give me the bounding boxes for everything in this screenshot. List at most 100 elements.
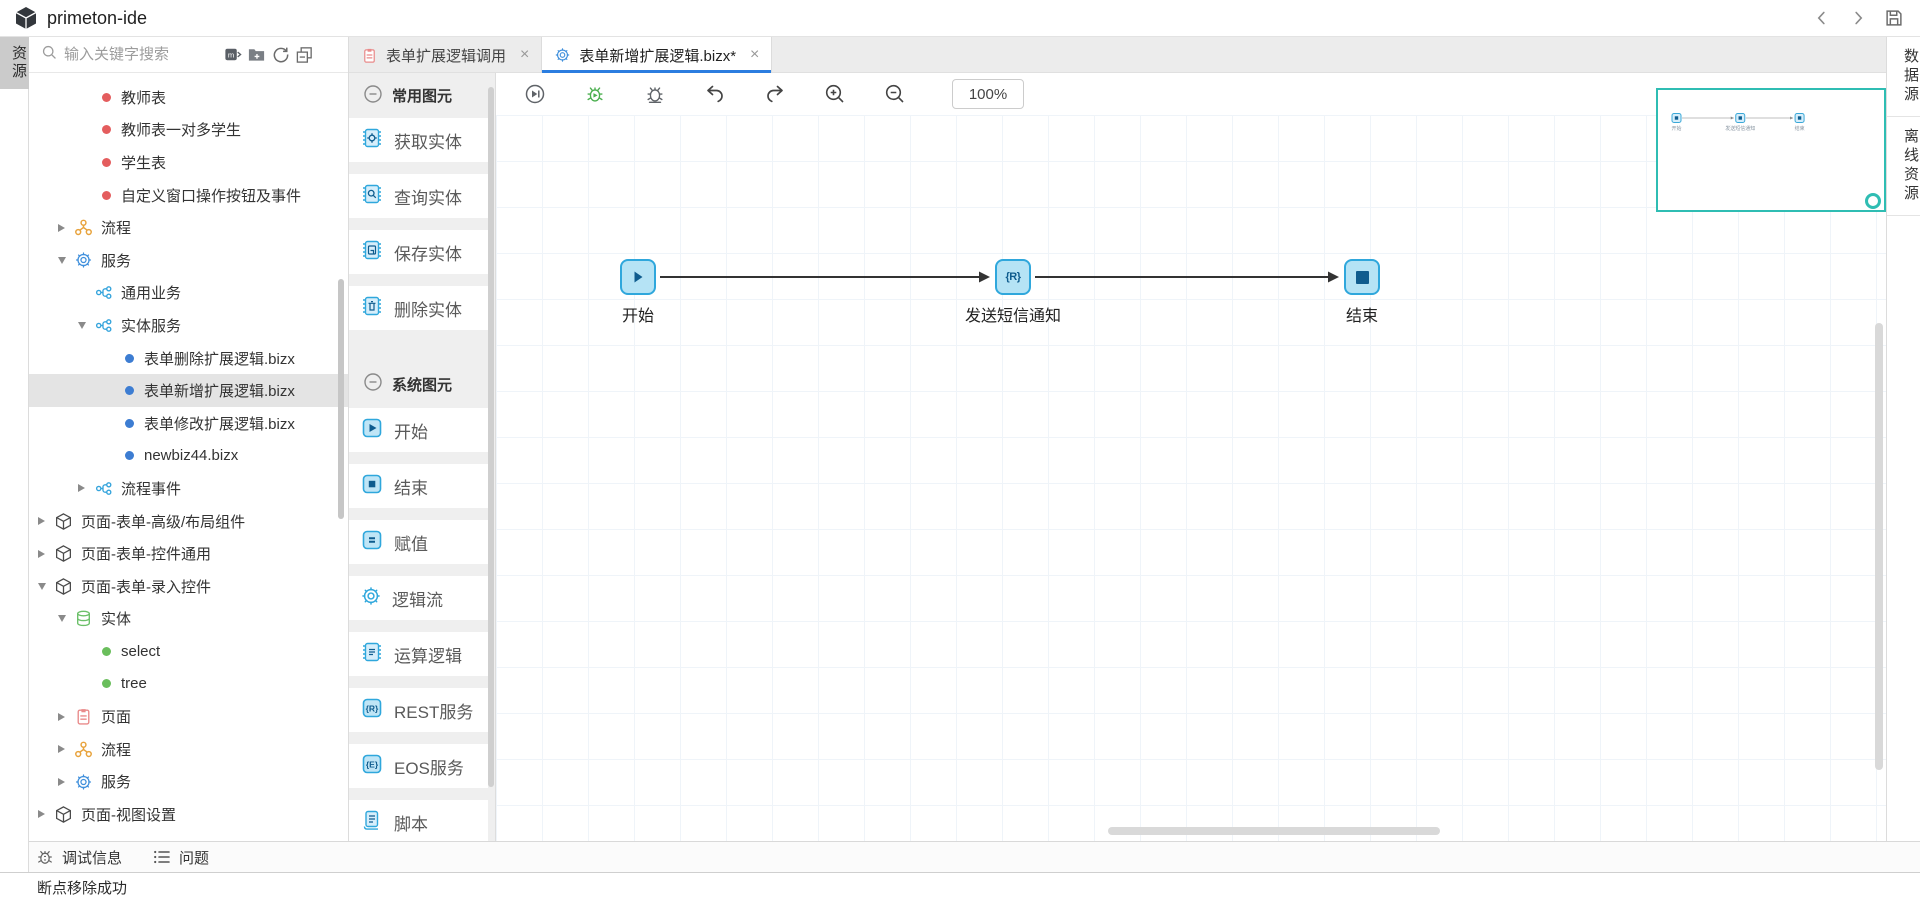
palette-item[interactable]: 获取实体: [349, 118, 488, 162]
tree-item[interactable]: 教师表一对多学生: [29, 114, 348, 147]
flow-canvas[interactable]: 开始 {R} 发送短信通知 结束: [496, 115, 1886, 841]
forward-icon[interactable]: [1846, 6, 1870, 30]
tree-item[interactable]: 流程事件: [29, 472, 348, 505]
rail-tab-offline-resources[interactable]: 离线资源: [1887, 117, 1920, 216]
palette-item-label: 结束: [394, 478, 428, 498]
search-input[interactable]: [64, 46, 223, 63]
palette-item[interactable]: 查询实体: [349, 174, 488, 218]
palette-section-header[interactable]: 系统图元: [349, 360, 495, 408]
palette-item[interactable]: 赋值: [349, 520, 488, 564]
network-icon: [94, 283, 113, 302]
flow-node-start[interactable]: [620, 259, 656, 295]
flow-node-rest[interactable]: {R}: [995, 259, 1031, 295]
tree-expand-arrow[interactable]: [38, 517, 54, 526]
tree-item[interactable]: 页面-视图设置: [29, 798, 348, 831]
tree-expand-arrow[interactable]: [58, 777, 74, 786]
chip-calc-icon: [360, 640, 384, 669]
palette-item[interactable]: {E} EOS服务: [349, 744, 488, 788]
palette-item[interactable]: 删除实体: [349, 286, 488, 330]
run-button[interactable]: [522, 81, 548, 107]
minimap[interactable]: 开始 发送短信通知 结束: [1656, 88, 1886, 212]
problems-button[interactable]: 问题: [152, 847, 209, 868]
tree-item[interactable]: 实体: [29, 603, 348, 636]
tree-item[interactable]: 页面-表单-控件通用: [29, 537, 348, 570]
flow-node-end[interactable]: [1344, 259, 1380, 295]
palette-item[interactable]: {R} REST服务: [349, 688, 488, 732]
tree-item[interactable]: 自定义窗口操作按钮及事件: [29, 179, 348, 212]
tree-item[interactable]: select: [29, 635, 348, 668]
collapse-all-icon[interactable]: [295, 45, 314, 64]
tree-item[interactable]: 流程: [29, 733, 348, 766]
tree-item[interactable]: 实体服务: [29, 309, 348, 342]
tree-item-label: 自定义窗口操作按钮及事件: [121, 187, 302, 205]
model-file-icon[interactable]: m: [223, 45, 242, 64]
tree-item[interactable]: 页面-表单-录入控件: [29, 570, 348, 603]
tree-item[interactable]: 教师表: [29, 81, 348, 114]
rail-tab-resources[interactable]: 资源: [0, 37, 29, 89]
zoom-in-button[interactable]: [822, 81, 848, 107]
tree-item[interactable]: 表单修改扩展逻辑.bizx: [29, 407, 348, 440]
tree-item[interactable]: 通用业务: [29, 277, 348, 310]
palette-section-title: 常用图元: [392, 88, 453, 105]
tree-item[interactable]: 学生表: [29, 146, 348, 179]
svg-text:{E}: {E}: [366, 759, 379, 769]
tree-scrollbar[interactable]: [338, 279, 344, 519]
tree-item[interactable]: 表单新增扩展逻辑.bizx: [29, 374, 348, 407]
debug-info-icon: [35, 847, 55, 867]
undo-button[interactable]: [702, 81, 728, 107]
tree-item[interactable]: 页面-表单-高级/布局组件: [29, 505, 348, 538]
refresh-icon[interactable]: [271, 45, 290, 64]
rail-tab-datasource[interactable]: 数据源: [1887, 37, 1920, 117]
zoom-level-button[interactable]: 100%: [952, 79, 1024, 109]
debug-deploy-button[interactable]: [642, 81, 668, 107]
tree-expand-arrow[interactable]: [58, 223, 74, 232]
canvas-v-scrollbar[interactable]: [1875, 323, 1883, 770]
tree-item-label: 通用业务: [121, 285, 182, 303]
palette-item[interactable]: 结束: [349, 464, 488, 508]
redo-button[interactable]: [762, 81, 788, 107]
tree-item-label: 实体: [101, 611, 132, 629]
editor-tab[interactable]: 表单新增扩展逻辑.bizx* ×: [542, 37, 773, 73]
bullet-icon: [102, 92, 111, 102]
tree-expand-arrow[interactable]: [78, 484, 94, 493]
editor-tab[interactable]: 表单扩展逻辑调用 ×: [349, 37, 543, 73]
tree-item[interactable]: newbiz44.bizx: [29, 440, 348, 473]
tree-item[interactable]: tree: [29, 668, 348, 701]
tree-expand-arrow[interactable]: [38, 810, 54, 819]
debug-info-button[interactable]: 调试信息: [35, 847, 122, 868]
palette-item[interactable]: 逻辑流: [349, 576, 488, 620]
tree-item[interactable]: 服务: [29, 244, 348, 277]
save-icon[interactable]: [1882, 6, 1906, 30]
palette-section-header[interactable]: 常用图元: [349, 73, 495, 118]
close-tab-icon[interactable]: ×: [520, 46, 530, 63]
chevron-right-icon: [78, 484, 85, 493]
palette-scrollbar[interactable]: [488, 87, 494, 787]
tree-expand-arrow[interactable]: [38, 582, 54, 590]
tree-expand-arrow[interactable]: [78, 321, 94, 329]
close-tab-icon[interactable]: ×: [750, 46, 760, 63]
tree-item-label: 流程事件: [121, 480, 182, 498]
editor-toolbar: 100%: [496, 73, 1886, 115]
tree-item[interactable]: 表单删除扩展逻辑.bizx: [29, 342, 348, 375]
debug-run-button[interactable]: [582, 81, 608, 107]
tree-item-label: tree: [121, 675, 147, 693]
bottom-item-label: 调试信息: [62, 849, 123, 867]
add-folder-icon[interactable]: [247, 45, 266, 64]
tree-item[interactable]: 服务: [29, 765, 348, 798]
tree-item[interactable]: 页面: [29, 700, 348, 733]
palette-item[interactable]: 运算逻辑: [349, 632, 488, 676]
tree-expand-arrow[interactable]: [58, 745, 74, 754]
tree-expand-arrow[interactable]: [58, 256, 74, 264]
tree-item[interactable]: 流程: [29, 211, 348, 244]
tree-expand-arrow[interactable]: [58, 712, 74, 721]
rest-service-icon: {R}: [1005, 271, 1021, 283]
back-icon[interactable]: [1810, 6, 1834, 30]
zoom-out-button[interactable]: [882, 81, 908, 107]
canvas-h-scrollbar[interactable]: [1108, 827, 1440, 835]
palette-item[interactable]: 开始: [349, 408, 488, 452]
tree-expand-arrow[interactable]: [38, 549, 54, 558]
palette-item[interactable]: 脚本: [349, 800, 488, 841]
palette-item[interactable]: 保存实体: [349, 230, 488, 274]
tree-expand-arrow[interactable]: [58, 615, 74, 623]
